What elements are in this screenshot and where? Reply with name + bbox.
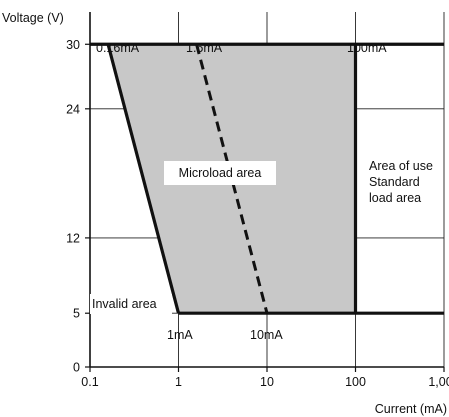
label-0-16ma: 0.16mA [96, 41, 140, 55]
x-tick-label: 1,000 [428, 375, 449, 389]
label-1ma: 1mA [167, 328, 193, 342]
microload-limit-line [195, 43, 269, 314]
x-tick-label: 100 [345, 375, 366, 389]
boundary-lines [90, 42, 444, 315]
labels: 0.16mA 1.6mA 100mA 1mA 10mA Microload area Inv… [90, 41, 433, 342]
label-1-6ma: 1.6mA [186, 41, 223, 55]
label-standard-line: Standard [369, 175, 420, 189]
label-100ma: 100mA [347, 41, 387, 55]
label-microload-background [164, 161, 276, 185]
label-standard-line: load area [369, 191, 421, 205]
y-tick-label: 30 [66, 38, 80, 52]
label-microload: Microload area [179, 166, 262, 180]
label-standard-line: Area of use [369, 159, 433, 173]
x-axis-title: Current (mA) [375, 402, 447, 416]
y-axis-title: Voltage (V) [2, 11, 64, 25]
y-tick-label: 0 [73, 361, 80, 375]
left-boundary-line [106, 43, 181, 314]
y-tick-label: 24 [66, 102, 80, 116]
y-tick-label: 12 [66, 231, 80, 245]
x-tick-label: 10 [260, 375, 274, 389]
label-invalid-background [90, 294, 172, 314]
label-10ma: 10mA [250, 328, 283, 342]
y-tick-label: 5 [73, 307, 80, 321]
x-tick-label: 1 [175, 375, 182, 389]
label-invalid: Invalid area [92, 297, 157, 311]
x-tick-label: 0.1 [81, 375, 98, 389]
